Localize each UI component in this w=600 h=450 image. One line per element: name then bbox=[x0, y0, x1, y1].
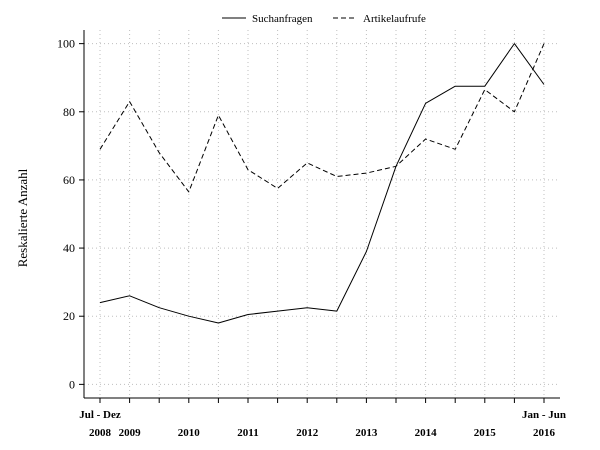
x-tick-label-year: 2011 bbox=[237, 427, 258, 439]
y-tick-label: 0 bbox=[69, 377, 75, 391]
chart-series bbox=[99, 43, 545, 324]
x-tick-label-year: 2008 bbox=[89, 427, 112, 439]
x-tick-label-period: Jan - Jun bbox=[522, 409, 566, 421]
x-tick-label-year: 2009 bbox=[119, 427, 142, 439]
x-axis-ticks: Jul - Dez 2008 2009 2010 2011 2012 2013 2014 201… bbox=[79, 398, 566, 439]
y-tick-label: 80 bbox=[63, 105, 75, 119]
legend-label-suchanfragen: Suchanfragen bbox=[252, 13, 313, 25]
x-tick-label-year: 2010 bbox=[178, 427, 201, 439]
y-tick-label: 60 bbox=[63, 173, 75, 187]
chart-legend: Suchanfragen Artikelaufrufe bbox=[222, 13, 426, 25]
series-line-artikelaufrufe bbox=[99, 43, 545, 193]
chart-grid bbox=[84, 30, 560, 398]
x-tick-label-year: 2013 bbox=[355, 427, 378, 439]
legend-label-artikelaufrufe: Artikelaufrufe bbox=[363, 13, 426, 25]
x-tick-label-year: 2015 bbox=[474, 427, 497, 439]
y-tick-label: 100 bbox=[57, 37, 75, 51]
y-tick-label: 40 bbox=[63, 241, 75, 255]
series-line-suchanfragen bbox=[99, 43, 545, 324]
chart-axes bbox=[83, 30, 560, 399]
y-tick-label: 20 bbox=[63, 309, 75, 323]
x-tick-label-year: 2012 bbox=[296, 427, 319, 439]
x-tick-label-year: 2016 bbox=[533, 427, 556, 439]
x-tick-label-year: 2014 bbox=[415, 427, 438, 439]
y-axis-ticks: 0 20 40 60 80 100 bbox=[57, 37, 84, 391]
y-axis-title: Reskalierte Anzahl bbox=[15, 168, 30, 267]
x-tick-label-period: Jul - Dez bbox=[79, 409, 121, 421]
